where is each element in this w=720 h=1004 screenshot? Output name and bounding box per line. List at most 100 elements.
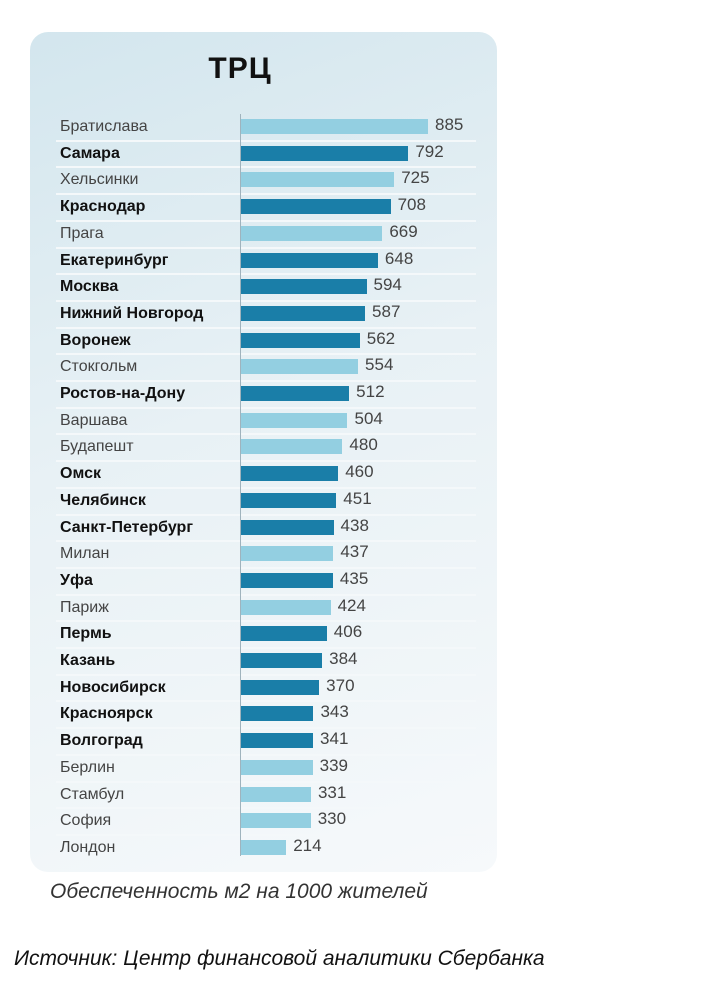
category-label: Челябинск bbox=[60, 491, 146, 509]
bar bbox=[241, 839, 287, 855]
bar-row: Нижний Новгород 587 bbox=[0, 299, 480, 327]
bar-row: Милан 437 bbox=[0, 540, 480, 567]
value-label: 594 bbox=[373, 275, 402, 295]
bar bbox=[241, 733, 314, 749]
category-label: Нижний Новгород bbox=[60, 304, 204, 322]
row-separator bbox=[56, 166, 476, 169]
bar bbox=[241, 759, 313, 775]
category-label: Будапешт bbox=[60, 438, 134, 456]
row-separator bbox=[56, 566, 476, 569]
bar-row: Омск 460 bbox=[0, 460, 480, 487]
category-label: Братислава bbox=[60, 118, 148, 135]
bar-row: Хельсинки 725 bbox=[0, 166, 480, 193]
category-label: Берлин bbox=[60, 758, 115, 776]
value-label: 504 bbox=[354, 408, 383, 428]
bar-row: Ростов-на-Дону 512 bbox=[0, 380, 480, 407]
bar-row: Новосибирск 370 bbox=[0, 673, 480, 701]
category-label: Стамбул bbox=[60, 785, 125, 803]
bar-row: София 330 bbox=[0, 807, 480, 834]
bar bbox=[241, 279, 367, 295]
bar bbox=[241, 572, 333, 588]
bar bbox=[241, 439, 343, 455]
bar-row: Москва 594 bbox=[0, 273, 480, 300]
row-separator bbox=[56, 780, 476, 783]
bar bbox=[241, 679, 320, 695]
bar-row: Красноярск 343 bbox=[0, 700, 480, 727]
bar bbox=[241, 599, 331, 615]
category-label: Стокгольм bbox=[60, 358, 138, 376]
row-separator bbox=[56, 299, 476, 302]
row-separator bbox=[56, 380, 476, 382]
x-axis-label: Обеспеченность м2 на 1000 жителей bbox=[50, 880, 428, 903]
value-label: 708 bbox=[397, 195, 426, 215]
row-separator bbox=[56, 673, 476, 676]
row-separator bbox=[56, 620, 476, 623]
category-label: Лондон bbox=[60, 838, 116, 856]
category-label: Москва bbox=[60, 278, 119, 296]
row-separator bbox=[56, 273, 476, 276]
bar bbox=[241, 492, 337, 508]
category-label: Краснодар bbox=[60, 198, 146, 216]
value-label: 214 bbox=[293, 835, 322, 855]
row-separator bbox=[56, 139, 476, 142]
value-label: 885 bbox=[435, 115, 464, 134]
bar bbox=[241, 466, 339, 482]
row-separator bbox=[56, 246, 476, 249]
source-note: Источник: Центр финансовой аналитики Сбе… bbox=[14, 947, 545, 970]
chart-title: ТРЦ bbox=[208, 52, 272, 85]
row-separator bbox=[56, 700, 476, 703]
row-separator bbox=[56, 219, 476, 222]
value-label: 343 bbox=[320, 702, 349, 722]
bar-row: Уфа 435 bbox=[0, 566, 480, 594]
category-label: София bbox=[60, 812, 112, 830]
row-separator bbox=[56, 486, 476, 489]
bar-row: Краснодар 708 bbox=[0, 193, 480, 220]
value-label: 331 bbox=[317, 782, 347, 802]
bar bbox=[241, 786, 311, 802]
category-label: Омск bbox=[60, 465, 101, 483]
bar bbox=[241, 172, 395, 188]
category-label: Волгоград bbox=[60, 732, 143, 750]
bar-row: Будапешт 480 bbox=[0, 433, 480, 460]
bar-row: Екатеринбург 648 bbox=[0, 246, 480, 274]
category-label: Санкт-Петербург bbox=[60, 518, 193, 536]
bar-row: Воронеж 562 bbox=[0, 326, 480, 354]
category-label: Уфа bbox=[60, 571, 93, 589]
row-separator bbox=[56, 406, 476, 409]
bar-row: Санкт-Петербург 438 bbox=[0, 513, 480, 541]
bar bbox=[241, 706, 314, 722]
bar-row: Варшава 504 bbox=[0, 406, 480, 434]
bar bbox=[241, 305, 366, 321]
value-label: 406 bbox=[333, 622, 363, 642]
bar-row: Берлин 339 bbox=[0, 753, 480, 781]
bar bbox=[241, 119, 428, 134]
value-label: 339 bbox=[319, 755, 348, 775]
row-separator bbox=[56, 460, 476, 463]
bar-row: Пермь 406 bbox=[0, 620, 480, 647]
row-separator bbox=[56, 353, 476, 356]
bar-row: Челябинск 451 bbox=[0, 486, 480, 514]
bar bbox=[241, 626, 327, 642]
bar-row: Самара 792 bbox=[0, 139, 480, 167]
value-label: 460 bbox=[345, 462, 374, 482]
value-label: 424 bbox=[337, 595, 366, 615]
value-label: 554 bbox=[365, 355, 394, 375]
bar bbox=[241, 653, 323, 668]
bar bbox=[241, 225, 383, 241]
category-label: Екатеринбург bbox=[60, 251, 169, 269]
value-label: 370 bbox=[326, 675, 355, 695]
value-label: 648 bbox=[384, 248, 414, 268]
bar bbox=[241, 813, 311, 829]
row-separator bbox=[56, 433, 476, 436]
value-label: 669 bbox=[389, 221, 418, 241]
bar bbox=[241, 332, 360, 348]
bar-row: Прага 669 bbox=[0, 219, 480, 247]
bar bbox=[241, 252, 378, 268]
value-label: 437 bbox=[340, 542, 369, 562]
category-label: Воронеж bbox=[60, 331, 131, 349]
row-separator bbox=[56, 326, 476, 329]
row-separator bbox=[56, 727, 476, 730]
bar-row: Стокгольм 554 bbox=[0, 353, 480, 380]
row-separator bbox=[56, 833, 476, 836]
row-separator bbox=[56, 513, 476, 516]
